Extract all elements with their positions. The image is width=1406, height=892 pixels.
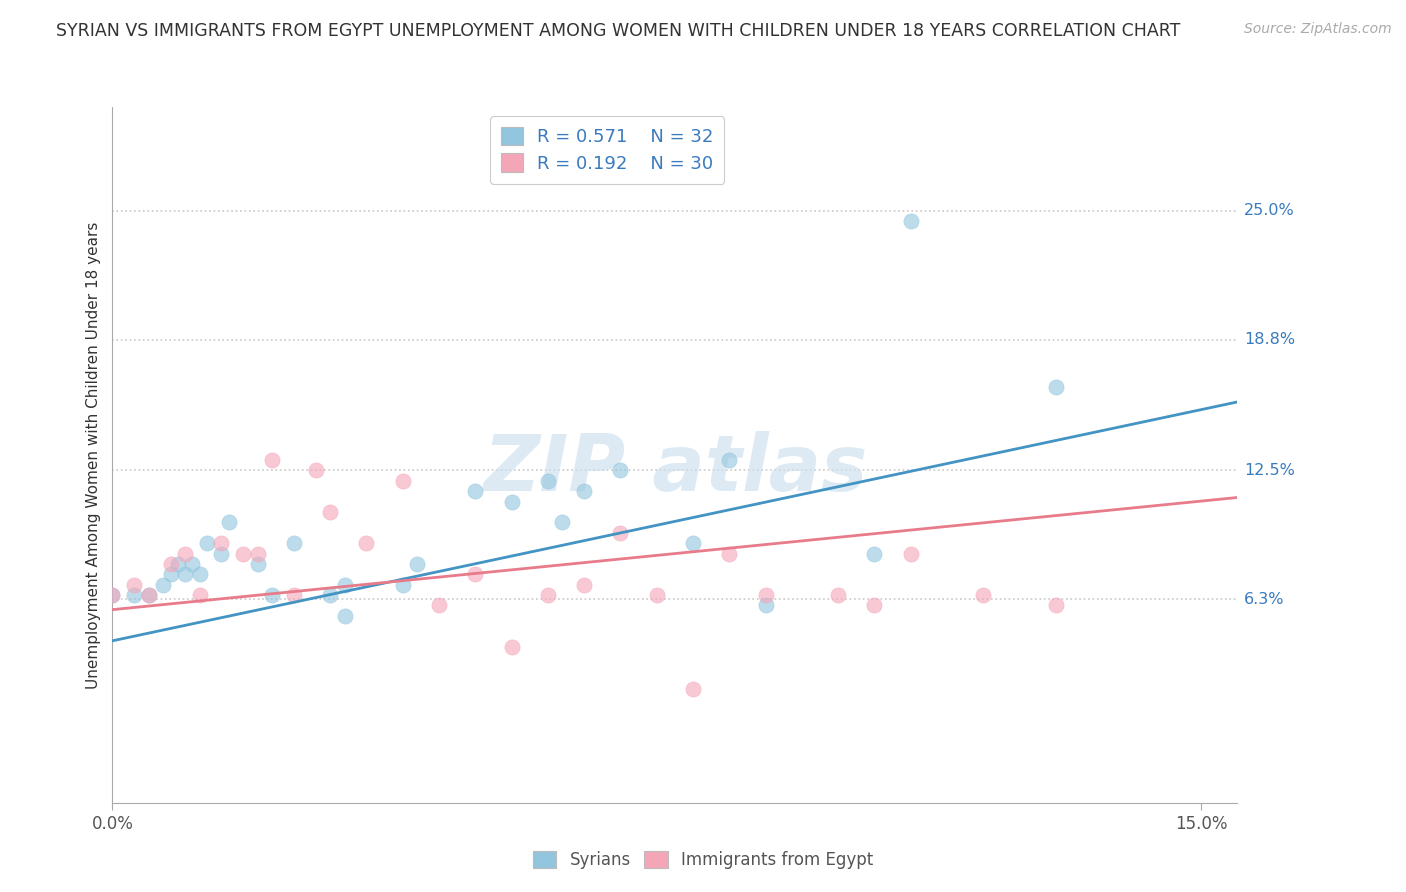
- Point: [391, 474, 413, 488]
- Point: [122, 578, 145, 592]
- Text: ZIP atlas: ZIP atlas: [482, 431, 868, 507]
- Point: [1045, 599, 1067, 613]
- Point: [101, 588, 124, 602]
- Point: [159, 567, 181, 582]
- Point: [101, 588, 124, 602]
- Text: SYRIAN VS IMMIGRANTS FROM EGYPT UNEMPLOYMENT AMONG WOMEN WITH CHILDREN UNDER 18 : SYRIAN VS IMMIGRANTS FROM EGYPT UNEMPLOY…: [56, 22, 1181, 40]
- Legend: R = 0.571    N = 32, R = 0.192    N = 30: R = 0.571 N = 32, R = 0.192 N = 30: [491, 116, 724, 184]
- Point: [551, 516, 574, 530]
- Point: [972, 588, 994, 602]
- Text: 12.5%: 12.5%: [1244, 463, 1295, 478]
- Point: [209, 536, 232, 550]
- Point: [333, 608, 356, 623]
- Point: [682, 536, 704, 550]
- Point: [718, 453, 741, 467]
- Point: [122, 588, 145, 602]
- Text: 18.8%: 18.8%: [1244, 332, 1295, 347]
- Point: [218, 516, 240, 530]
- Point: [319, 505, 342, 519]
- Text: Source: ZipAtlas.com: Source: ZipAtlas.com: [1244, 22, 1392, 37]
- Point: [645, 588, 668, 602]
- Point: [174, 547, 197, 561]
- Point: [718, 547, 741, 561]
- Point: [152, 578, 174, 592]
- Point: [246, 547, 269, 561]
- Legend: Syrians, Immigrants from Egypt: Syrians, Immigrants from Egypt: [524, 842, 882, 878]
- Point: [427, 599, 450, 613]
- Point: [900, 547, 922, 561]
- Point: [863, 547, 886, 561]
- Point: [283, 588, 305, 602]
- Point: [174, 567, 197, 582]
- Text: 25.0%: 25.0%: [1244, 203, 1295, 219]
- Point: [232, 547, 254, 561]
- Point: [159, 557, 181, 571]
- Point: [501, 640, 523, 654]
- Point: [283, 536, 305, 550]
- Point: [262, 588, 284, 602]
- Point: [356, 536, 378, 550]
- Point: [682, 681, 704, 696]
- Point: [166, 557, 188, 571]
- Point: [181, 557, 204, 571]
- Point: [305, 463, 328, 477]
- Point: [900, 214, 922, 228]
- Point: [138, 588, 160, 602]
- Point: [755, 599, 778, 613]
- Point: [827, 588, 849, 602]
- Point: [572, 484, 595, 499]
- Point: [138, 588, 160, 602]
- Point: [464, 567, 486, 582]
- Point: [188, 567, 211, 582]
- Point: [572, 578, 595, 592]
- Point: [1045, 380, 1067, 394]
- Point: [188, 588, 211, 602]
- Text: 6.3%: 6.3%: [1244, 591, 1285, 607]
- Point: [209, 547, 232, 561]
- Point: [464, 484, 486, 499]
- Point: [609, 463, 631, 477]
- Point: [501, 494, 523, 508]
- Point: [755, 588, 778, 602]
- Point: [391, 578, 413, 592]
- Y-axis label: Unemployment Among Women with Children Under 18 years: Unemployment Among Women with Children U…: [86, 221, 101, 689]
- Point: [537, 588, 560, 602]
- Point: [863, 599, 886, 613]
- Point: [195, 536, 218, 550]
- Point: [609, 525, 631, 540]
- Point: [319, 588, 342, 602]
- Point: [333, 578, 356, 592]
- Point: [262, 453, 284, 467]
- Point: [246, 557, 269, 571]
- Point: [406, 557, 429, 571]
- Point: [537, 474, 560, 488]
